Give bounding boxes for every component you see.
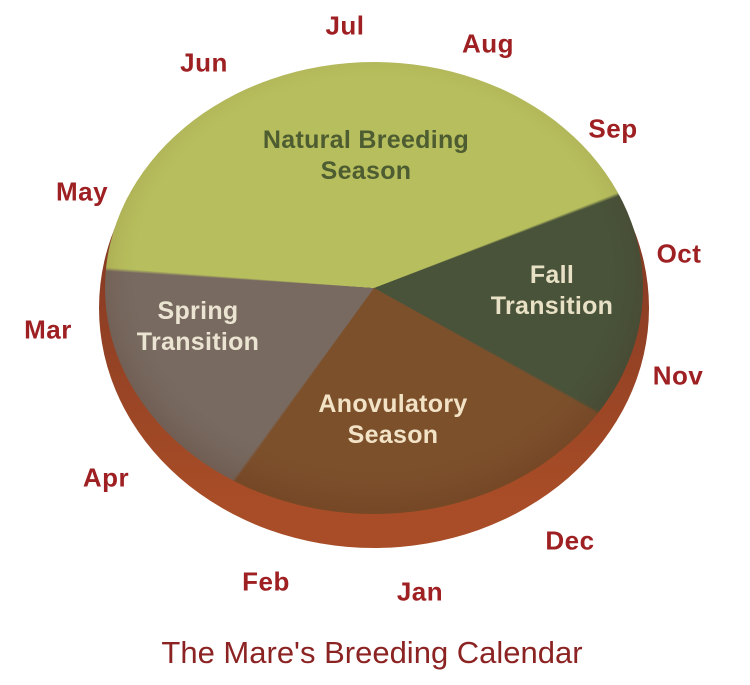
segment-label-spring-transition: Spring Transition bbox=[136, 297, 260, 356]
segment-label-anovulatory-season: Anovulatory Season bbox=[318, 390, 468, 449]
month-label-nov: Nov bbox=[652, 360, 704, 391]
month-label-oct: Oct bbox=[656, 238, 702, 269]
segment-label-fall-transition: Fall Transition bbox=[490, 261, 614, 320]
month-label-apr: Apr bbox=[82, 462, 130, 493]
month-label-mar: Mar bbox=[24, 314, 72, 345]
month-label-jan: Jan bbox=[396, 576, 444, 607]
chart-title: The Mare's Breeding Calendar bbox=[161, 635, 583, 670]
month-label-may: May bbox=[55, 176, 109, 207]
pie-chart bbox=[105, 62, 643, 514]
month-label-feb: Feb bbox=[242, 566, 290, 597]
month-label-aug: Aug bbox=[461, 28, 515, 59]
month-label-dec: Dec bbox=[545, 525, 595, 556]
month-label-sep: Sep bbox=[588, 113, 638, 144]
month-label-jun: Jun bbox=[180, 47, 228, 78]
month-label-jul: Jul bbox=[325, 10, 365, 41]
segment-label-natural-breeding-season: Natural Breeding Season bbox=[262, 126, 470, 185]
